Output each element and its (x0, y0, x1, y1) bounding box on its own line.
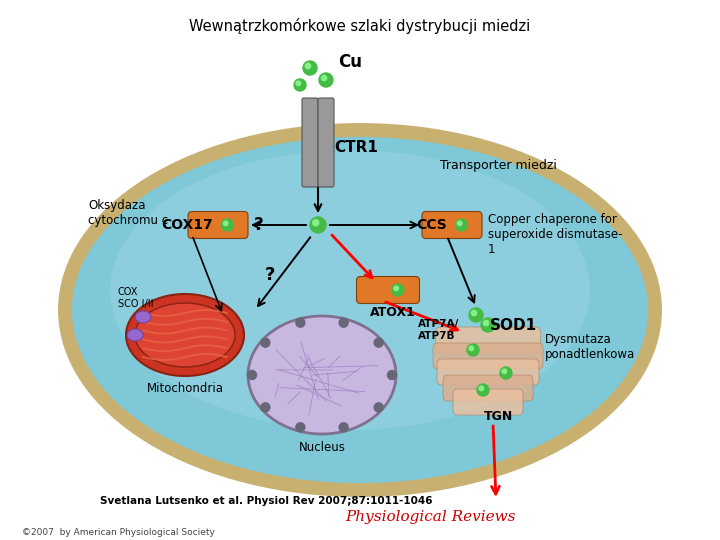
Circle shape (310, 217, 326, 233)
FancyBboxPatch shape (188, 212, 248, 239)
FancyBboxPatch shape (437, 359, 539, 385)
Text: Copper chaperone for
superoxide dismutase-
1: Copper chaperone for superoxide dismutas… (488, 213, 623, 256)
Text: ©2007  by American Physiological Society: ©2007 by American Physiological Society (22, 528, 215, 537)
Text: Nucleus: Nucleus (299, 441, 346, 454)
FancyBboxPatch shape (453, 389, 523, 415)
Circle shape (294, 79, 306, 91)
Circle shape (261, 403, 270, 412)
Text: Mitochondria: Mitochondria (146, 382, 223, 395)
FancyBboxPatch shape (436, 327, 541, 353)
Circle shape (221, 219, 233, 231)
Circle shape (339, 423, 348, 432)
Circle shape (374, 338, 383, 347)
Circle shape (296, 318, 305, 327)
Circle shape (502, 369, 507, 374)
Text: CCS: CCS (416, 218, 447, 232)
Circle shape (469, 308, 483, 322)
Text: ?: ? (265, 266, 275, 284)
Text: Svetlana Lutsenko et al. Physiol Rev 2007;87:1011-1046: Svetlana Lutsenko et al. Physiol Rev 200… (100, 496, 433, 506)
Circle shape (457, 221, 462, 226)
FancyBboxPatch shape (302, 98, 318, 187)
Circle shape (321, 76, 327, 80)
Circle shape (296, 423, 305, 432)
FancyBboxPatch shape (318, 98, 334, 187)
Circle shape (483, 320, 489, 326)
Circle shape (303, 61, 317, 75)
Circle shape (500, 367, 512, 379)
Circle shape (481, 318, 495, 332)
Text: COX17: COX17 (161, 218, 213, 232)
Ellipse shape (135, 311, 151, 323)
Circle shape (479, 386, 484, 390)
Ellipse shape (248, 316, 396, 434)
Ellipse shape (65, 130, 655, 490)
Circle shape (248, 370, 256, 380)
Text: Oksydaza
cytochromu c: Oksydaza cytochromu c (88, 199, 168, 227)
Circle shape (392, 284, 404, 296)
Text: Wewnątrzkomórkowe szlaki dystrybucji miedzi: Wewnątrzkomórkowe szlaki dystrybucji mie… (189, 18, 531, 34)
Circle shape (467, 344, 479, 356)
Circle shape (261, 338, 270, 347)
Circle shape (296, 81, 301, 86)
Ellipse shape (126, 294, 244, 376)
Circle shape (223, 221, 228, 226)
Circle shape (455, 219, 467, 231)
Text: ATP7A/
ATP7B: ATP7A/ ATP7B (418, 319, 459, 341)
FancyBboxPatch shape (433, 343, 543, 369)
Circle shape (472, 310, 477, 316)
Circle shape (319, 73, 333, 87)
Circle shape (469, 346, 474, 350)
Circle shape (394, 286, 398, 291)
Circle shape (477, 384, 489, 396)
FancyBboxPatch shape (443, 375, 533, 401)
Ellipse shape (127, 329, 143, 341)
Circle shape (312, 220, 319, 226)
Text: Physiological Reviews: Physiological Reviews (345, 510, 516, 524)
Text: ATOX1: ATOX1 (370, 306, 416, 319)
Circle shape (305, 63, 311, 69)
FancyBboxPatch shape (422, 212, 482, 239)
Text: COX
SCO I/II: COX SCO I/II (118, 287, 153, 309)
Text: ?: ? (254, 216, 264, 234)
Text: Cu: Cu (338, 53, 362, 71)
Ellipse shape (135, 303, 235, 367)
Text: TGN: TGN (483, 410, 513, 423)
Text: SOD1: SOD1 (490, 318, 537, 333)
Ellipse shape (110, 150, 590, 430)
Text: Dysmutaza
ponadtlenkowa: Dysmutaza ponadtlenkowa (545, 333, 635, 361)
FancyBboxPatch shape (356, 276, 420, 303)
Circle shape (339, 318, 348, 327)
Text: Transporter miedzi: Transporter miedzi (440, 159, 557, 172)
Circle shape (374, 403, 383, 412)
Text: CTR1: CTR1 (334, 140, 378, 156)
Circle shape (387, 370, 397, 380)
